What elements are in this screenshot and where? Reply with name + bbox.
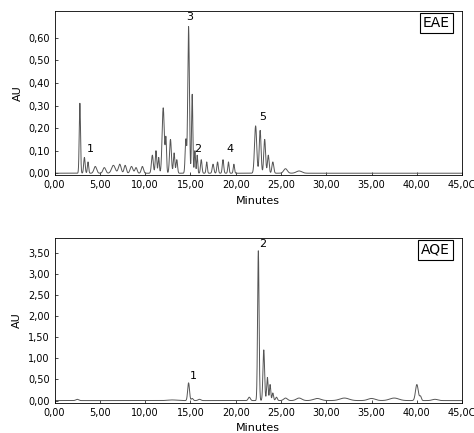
Text: 2: 2 (259, 239, 266, 249)
Text: 5: 5 (259, 113, 266, 123)
Y-axis label: AU: AU (12, 313, 22, 328)
Text: 1: 1 (190, 371, 197, 381)
X-axis label: Minutes: Minutes (237, 423, 280, 433)
Text: AQE: AQE (421, 243, 450, 257)
Y-axis label: AU: AU (12, 85, 22, 101)
Text: 3: 3 (186, 12, 193, 22)
X-axis label: Minutes: Minutes (237, 196, 280, 206)
Text: 4: 4 (227, 144, 234, 154)
Text: 1: 1 (87, 144, 94, 154)
Text: 2: 2 (194, 144, 201, 154)
Text: EAE: EAE (423, 16, 450, 30)
